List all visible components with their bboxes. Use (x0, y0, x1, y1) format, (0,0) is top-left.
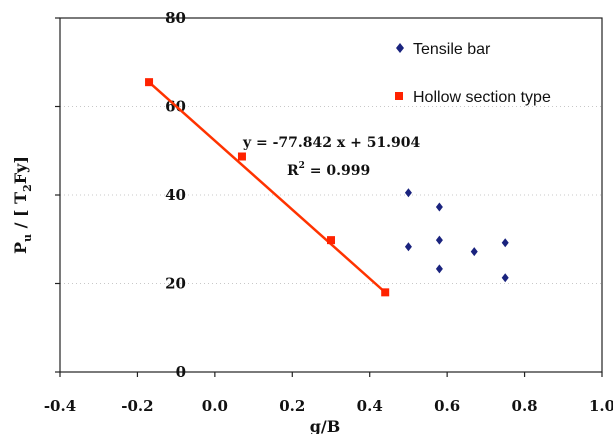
point-hollow-section-type (145, 78, 153, 86)
legend-label-hollow-section: Hollow section type (413, 89, 551, 106)
x-tick-label: -0.2 (121, 397, 153, 415)
r-squared-label: R2 = 0.999 (287, 161, 370, 179)
legend-label-tensile-bar: Tensile bar (413, 41, 491, 58)
point-hollow-section-type (238, 153, 246, 161)
point-tensile-bar (471, 247, 478, 256)
grid-lines (60, 107, 602, 284)
data-points (145, 78, 509, 296)
point-tensile-bar (436, 202, 443, 211)
equation-label: y = -77.842 x + 51.904 (242, 135, 421, 151)
y-axis-label: Pu / [ T2Fy] (11, 156, 34, 254)
point-tensile-bar (436, 236, 443, 245)
legend: Tensile bar Hollow section type (395, 41, 551, 106)
x-tick-label: 0.0 (202, 397, 228, 415)
y-tick-label: 40 (165, 186, 186, 204)
legend-marker-hollow-section (395, 92, 403, 100)
x-tick-label: 0.2 (279, 397, 305, 415)
y-tick-label: 0 (176, 363, 186, 381)
point-hollow-section-type (381, 288, 389, 296)
x-tick-label: -0.4 (44, 397, 76, 415)
point-hollow-section-type (327, 236, 335, 244)
y-tick-label: 20 (165, 275, 186, 293)
x-axis-label: g/B (310, 417, 341, 434)
point-tensile-bar (405, 242, 412, 251)
x-tick-label: 1.0 (589, 397, 613, 415)
point-tensile-bar (405, 188, 412, 197)
point-tensile-bar (436, 264, 443, 273)
x-axis-ticks: -0.4 -0.2 0.0 0.2 0.4 0.6 0.8 1.0 (44, 372, 613, 415)
point-tensile-bar (502, 273, 509, 282)
y-tick-label: 80 (165, 9, 186, 27)
x-tick-label: 0.8 (512, 397, 538, 415)
point-tensile-bar (502, 238, 509, 247)
x-tick-label: 0.6 (434, 397, 460, 415)
legend-marker-tensile-bar (396, 43, 404, 53)
x-tick-label: 0.4 (357, 397, 383, 415)
